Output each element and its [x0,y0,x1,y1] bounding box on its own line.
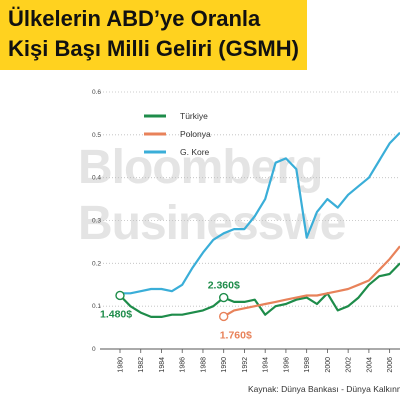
series-line-0 [119,262,400,318]
y-tick-label-0: 0 [92,346,96,353]
y-tick-label-0.1: 0.1 [92,303,101,310]
x-tick-label-2002: 2002 [346,357,353,373]
annotation-label-2: 1.760$ [220,329,252,341]
x-tick-label-1994: 1994 [263,357,270,373]
watermark-line-1: Bloomberg [78,141,323,194]
annotation-marker-0 [115,290,125,301]
x-tick-label-2000: 2000 [325,357,332,373]
x-tick-label-1998: 1998 [304,357,311,373]
x-tick-label-1980: 1980 [118,357,125,373]
y-tick-label-0.3: 0.3 [92,218,101,225]
x-tick-label-1992: 1992 [242,357,249,373]
title-band: Ülkelerin ABD’ye Oranla Kişi Başı Milli … [0,0,307,70]
y-tick-label-0.6: 0.6 [92,89,101,96]
x-tick-label-1990: 1990 [221,357,228,373]
annotation-label-1: 2.360$ [208,280,240,292]
annotation-marker-2 [219,311,229,322]
legend-label-2: G. Kore [180,147,210,157]
source-note: Kaynak: Dünya Bankası - Dünya Kalkınma R [248,384,400,394]
legend-label-1: Polonya [180,129,211,139]
x-tick-label-1982: 1982 [138,357,145,373]
chart-title-line-1: Ülkelerin ABD’ye Oranla [8,6,261,31]
series-line-1 [223,245,400,318]
x-tick-label-2006: 2006 [387,357,394,373]
annotation-marker-1 [219,292,229,303]
x-tick-label-1986: 1986 [180,357,187,373]
y-tick-label-0.4: 0.4 [92,175,101,182]
annotation-label-0: 1.480$ [100,308,132,320]
y-tick-label-0.5: 0.5 [92,132,101,139]
x-tick-label-1988: 1988 [200,357,207,373]
x-tick-label-1984: 1984 [159,357,166,373]
chart-title-line-2: Kişi Başı Milli Geliri (GSMH) [8,36,299,61]
x-tick-label-2004: 2004 [366,357,373,373]
legend-label-0: Türkiye [180,111,208,121]
series-line-2 [120,131,400,295]
y-tick-label-0.2: 0.2 [92,260,101,267]
x-tick-label-1996: 1996 [283,357,290,373]
